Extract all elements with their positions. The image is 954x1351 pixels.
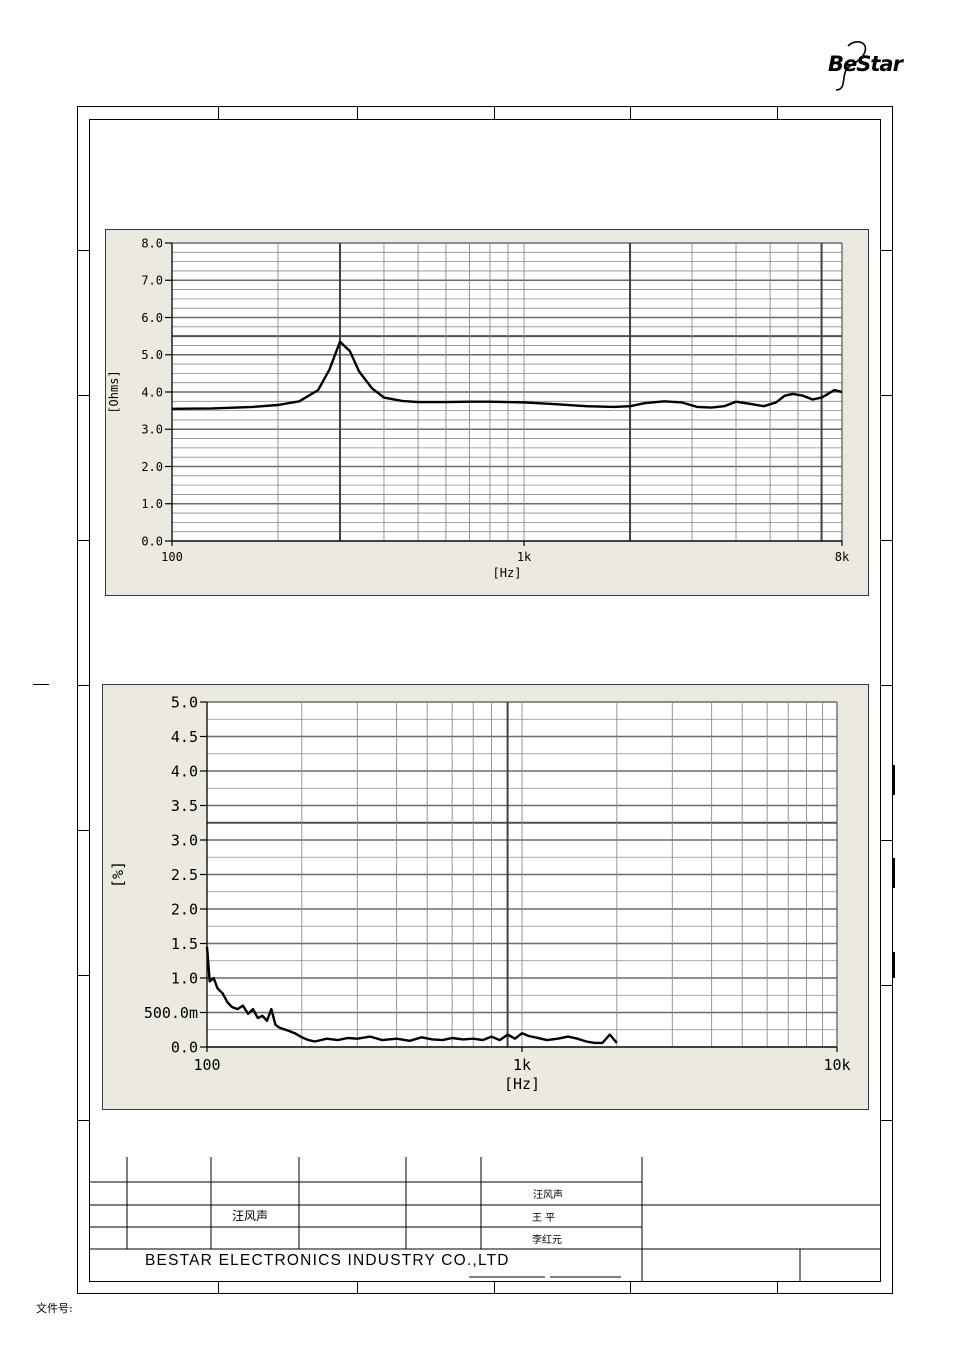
y-tick-label: 500.0m [144,1004,198,1022]
y-tick-label: 0.0 [171,1038,198,1056]
series-line [205,946,618,1045]
y-tick-label: 4.0 [141,385,163,399]
y-tick-label: 2.0 [141,460,163,474]
series-line [171,340,843,410]
y-tick-label: 1.5 [171,935,198,953]
logo-text: BeStar [828,52,903,76]
impedance-chart-svg: 0.0 1.0 2.0 3.0 4.0 5.0 6.0 7.0 8.0 100 1k 8k [Hz] [O… [107,236,850,580]
x-tick-label: 100 [161,550,183,564]
designer-signature: 汪风声 [533,1190,563,1201]
distortion-chart: 0.0 500.0m 1.0 1.5 2.0 2.5 3.0 3.5 4.0 4.5 5.0 100 1… [102,684,869,1110]
x-tick-label: 1k [513,1056,531,1074]
impedance-chart: 0.0 1.0 2.0 3.0 4.0 5.0 6.0 7.0 8.0 100 1k 8k [Hz] [O… [105,229,869,596]
y-tick-label: 5.0 [141,348,163,362]
x-tick-label: 10k [823,1056,850,1074]
outer-frame [77,106,893,1294]
x-axis-label: [Hz] [504,1075,540,1093]
x-tick-label: 100 [193,1056,220,1074]
checker-signature: 王 平 [532,1213,556,1224]
y-tick-label: 2.5 [171,866,198,884]
drawn-by-signature: 汪风声 [232,1209,269,1223]
y-tick-label: 7.0 [141,274,163,288]
y-tick-label: 5.0 [171,693,198,711]
title-block [89,1157,881,1282]
document-number-label: 文件号: [36,1302,73,1315]
y-tick-label: 4.5 [171,728,198,746]
inner-frame [89,119,881,1282]
x-tick-label: 8k [835,550,850,564]
y-tick-label: 1.0 [141,497,163,511]
x-tick-label: 1k [517,550,532,564]
y-tick-label: 6.0 [141,311,163,325]
logo-swirl-icon [835,41,867,91]
distortion-chart-svg: 0.0 500.0m 1.0 1.5 2.0 2.5 3.0 3.5 4.0 4.5 5.0 100 1… [109,693,851,1093]
y-tick-label: 0.0 [141,534,163,548]
y-tick-label: 3.0 [171,831,198,849]
approver-signature: 李红元 [532,1235,562,1246]
y-tick-label: 3.5 [171,797,198,815]
y-tick-label: 8.0 [141,236,163,250]
y-tick-label: 1.0 [171,969,198,987]
y-tick-label: 3.0 [141,423,163,437]
y-tick-label: 2.0 [171,900,198,918]
title-block-grid [89,1157,881,1282]
bestar-logo: BeStar [826,40,906,92]
y-tick-label: 4.0 [171,762,198,780]
company-name: BESTAR ELECTRONICS INDUSTRY CO.,LTD [145,1252,510,1269]
x-axis-label: [Hz] [493,566,522,580]
y-axis-label: [%] [109,861,127,888]
y-axis-label: [Ohms] [107,370,121,413]
